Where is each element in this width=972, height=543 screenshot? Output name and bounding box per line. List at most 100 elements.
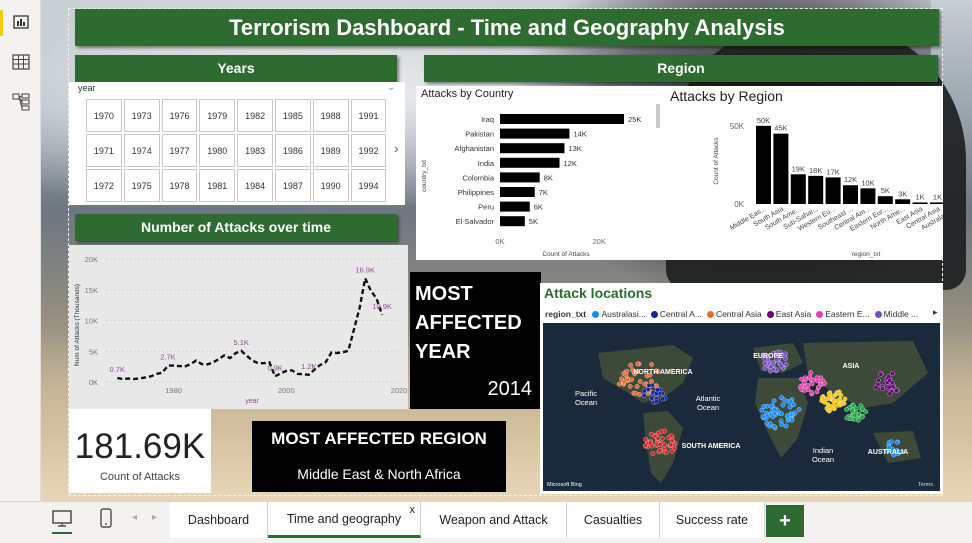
map-legend-item[interactable]: Central Asia (706, 309, 762, 319)
attack-location-point[interactable] (831, 398, 836, 404)
attack-location-point[interactable] (767, 421, 773, 427)
country-bar[interactable] (500, 143, 565, 154)
attack-location-point[interactable] (859, 414, 865, 420)
tab-dashboard[interactable]: Dashboard (170, 502, 268, 538)
attack-location-point[interactable] (770, 414, 776, 420)
year-tile[interactable]: 1976 (161, 99, 198, 132)
attack-location-point[interactable] (668, 433, 674, 439)
country-bar[interactable] (500, 114, 624, 124)
region-bar[interactable] (930, 202, 943, 204)
attack-location-point[interactable] (634, 384, 640, 389)
year-tile[interactable]: 1985 (274, 99, 311, 132)
attack-location-point[interactable] (759, 407, 765, 413)
attack-location-point[interactable] (783, 356, 788, 362)
attack-locations-map[interactable]: Attack locations region_txt Australasi..… (540, 283, 943, 494)
year-tile[interactable]: 1982 (237, 99, 273, 132)
attack-location-point[interactable] (780, 402, 786, 408)
year-tile[interactable]: 1977 (161, 134, 198, 167)
attack-location-point[interactable] (887, 378, 893, 383)
region-bar[interactable] (790, 174, 806, 204)
attack-location-point[interactable] (863, 409, 869, 415)
region-bar[interactable] (912, 202, 928, 204)
attack-location-point[interactable] (886, 445, 892, 451)
year-tile[interactable]: 1978 (161, 169, 198, 202)
attack-location-point[interactable] (646, 383, 652, 388)
attack-location-point[interactable] (760, 414, 766, 420)
attack-location-point[interactable] (629, 377, 635, 382)
attack-location-point[interactable] (791, 402, 797, 408)
year-tile[interactable]: 1979 (199, 99, 236, 132)
attack-location-point[interactable] (762, 365, 768, 371)
country-bar[interactable] (500, 128, 570, 139)
attack-location-point[interactable] (878, 371, 884, 377)
year-tile[interactable]: 1970 (86, 99, 122, 132)
attack-location-point[interactable] (835, 402, 841, 408)
region-bar[interactable] (860, 188, 876, 204)
attack-location-point[interactable] (657, 448, 663, 453)
year-tile[interactable]: 1991 (350, 99, 387, 132)
attack-location-point[interactable] (771, 424, 777, 429)
map-terms-link[interactable]: Terms (918, 482, 933, 488)
year-tile[interactable]: 1974 (123, 134, 160, 167)
attack-location-point[interactable] (637, 379, 643, 384)
attack-location-point[interactable] (789, 417, 795, 423)
year-tile[interactable]: 1975 (123, 169, 160, 202)
attack-location-point[interactable] (894, 439, 900, 445)
attack-location-point[interactable] (880, 386, 885, 391)
attack-location-point[interactable] (835, 398, 840, 404)
attack-location-point[interactable] (662, 442, 667, 448)
attack-location-point[interactable] (853, 406, 859, 411)
attack-location-point[interactable] (808, 370, 814, 375)
attacks-over-time-chart[interactable]: 0.7K 2.7K 5.1K 0.9K 1.2K 16.9K 10.9K 0K 5K 10K 15… (69, 245, 408, 409)
country-bar[interactable] (500, 216, 525, 227)
attack-location-point[interactable] (849, 408, 855, 413)
attack-location-point[interactable] (895, 451, 901, 457)
attack-location-point[interactable] (802, 388, 808, 393)
tab-casualties[interactable]: Casualties (567, 502, 660, 538)
year-tile[interactable]: 1988 (312, 99, 349, 132)
attack-location-point[interactable] (886, 374, 892, 379)
attack-location-point[interactable] (844, 407, 849, 412)
attack-location-point[interactable] (888, 439, 894, 445)
attack-location-point[interactable] (635, 369, 641, 374)
attack-location-point[interactable] (841, 401, 847, 406)
attacks-by-country-chart[interactable]: Attacks by Country Iraq 25K Pakistan 14K Afg… (416, 86, 666, 260)
year-tile[interactable]: 1986 (274, 134, 311, 167)
year-tile[interactable]: 1994 (350, 169, 387, 202)
attack-location-point[interactable] (809, 381, 815, 387)
map-legend-item[interactable]: Australasi... (592, 309, 646, 319)
attack-location-point[interactable] (765, 354, 771, 359)
attack-location-point[interactable] (805, 382, 811, 388)
map-legend-item[interactable]: East Asia (766, 309, 811, 319)
attack-location-point[interactable] (852, 412, 858, 418)
attack-location-point[interactable] (822, 380, 828, 386)
attack-location-point[interactable] (768, 403, 774, 409)
attacks-by-region-chart[interactable]: Attacks by Region 0K 50K Count of Attacks 5… (666, 86, 943, 260)
slicer-dropdown-icon[interactable]: ⌄ (387, 82, 396, 93)
attack-location-point[interactable] (787, 404, 793, 410)
attack-location-point[interactable] (669, 448, 675, 454)
attack-location-point[interactable] (630, 367, 635, 373)
attack-location-point[interactable] (814, 389, 820, 395)
region-bar[interactable] (895, 199, 911, 204)
attack-location-point[interactable] (621, 379, 627, 384)
attack-location-point[interactable] (641, 393, 647, 398)
year-tile[interactable]: 1980 (199, 134, 236, 167)
country-bar[interactable] (500, 172, 540, 183)
attack-location-point[interactable] (624, 368, 630, 374)
attack-location-point[interactable] (887, 391, 893, 397)
attack-location-point[interactable] (649, 378, 654, 384)
attack-location-point[interactable] (856, 417, 861, 423)
attack-location-point[interactable] (819, 395, 825, 400)
year-tile[interactable]: 1987 (274, 169, 311, 202)
attack-location-point[interactable] (779, 422, 785, 427)
attack-location-point[interactable] (657, 442, 663, 448)
attack-location-point[interactable] (802, 375, 808, 381)
attack-location-point[interactable] (781, 397, 787, 403)
tabs-next-icon[interactable]: ▸ (152, 512, 158, 523)
attack-location-point[interactable] (663, 450, 669, 455)
close-tab-icon[interactable]: x (409, 504, 416, 516)
add-page-button[interactable]: + (766, 505, 804, 537)
attack-location-point[interactable] (658, 429, 664, 435)
